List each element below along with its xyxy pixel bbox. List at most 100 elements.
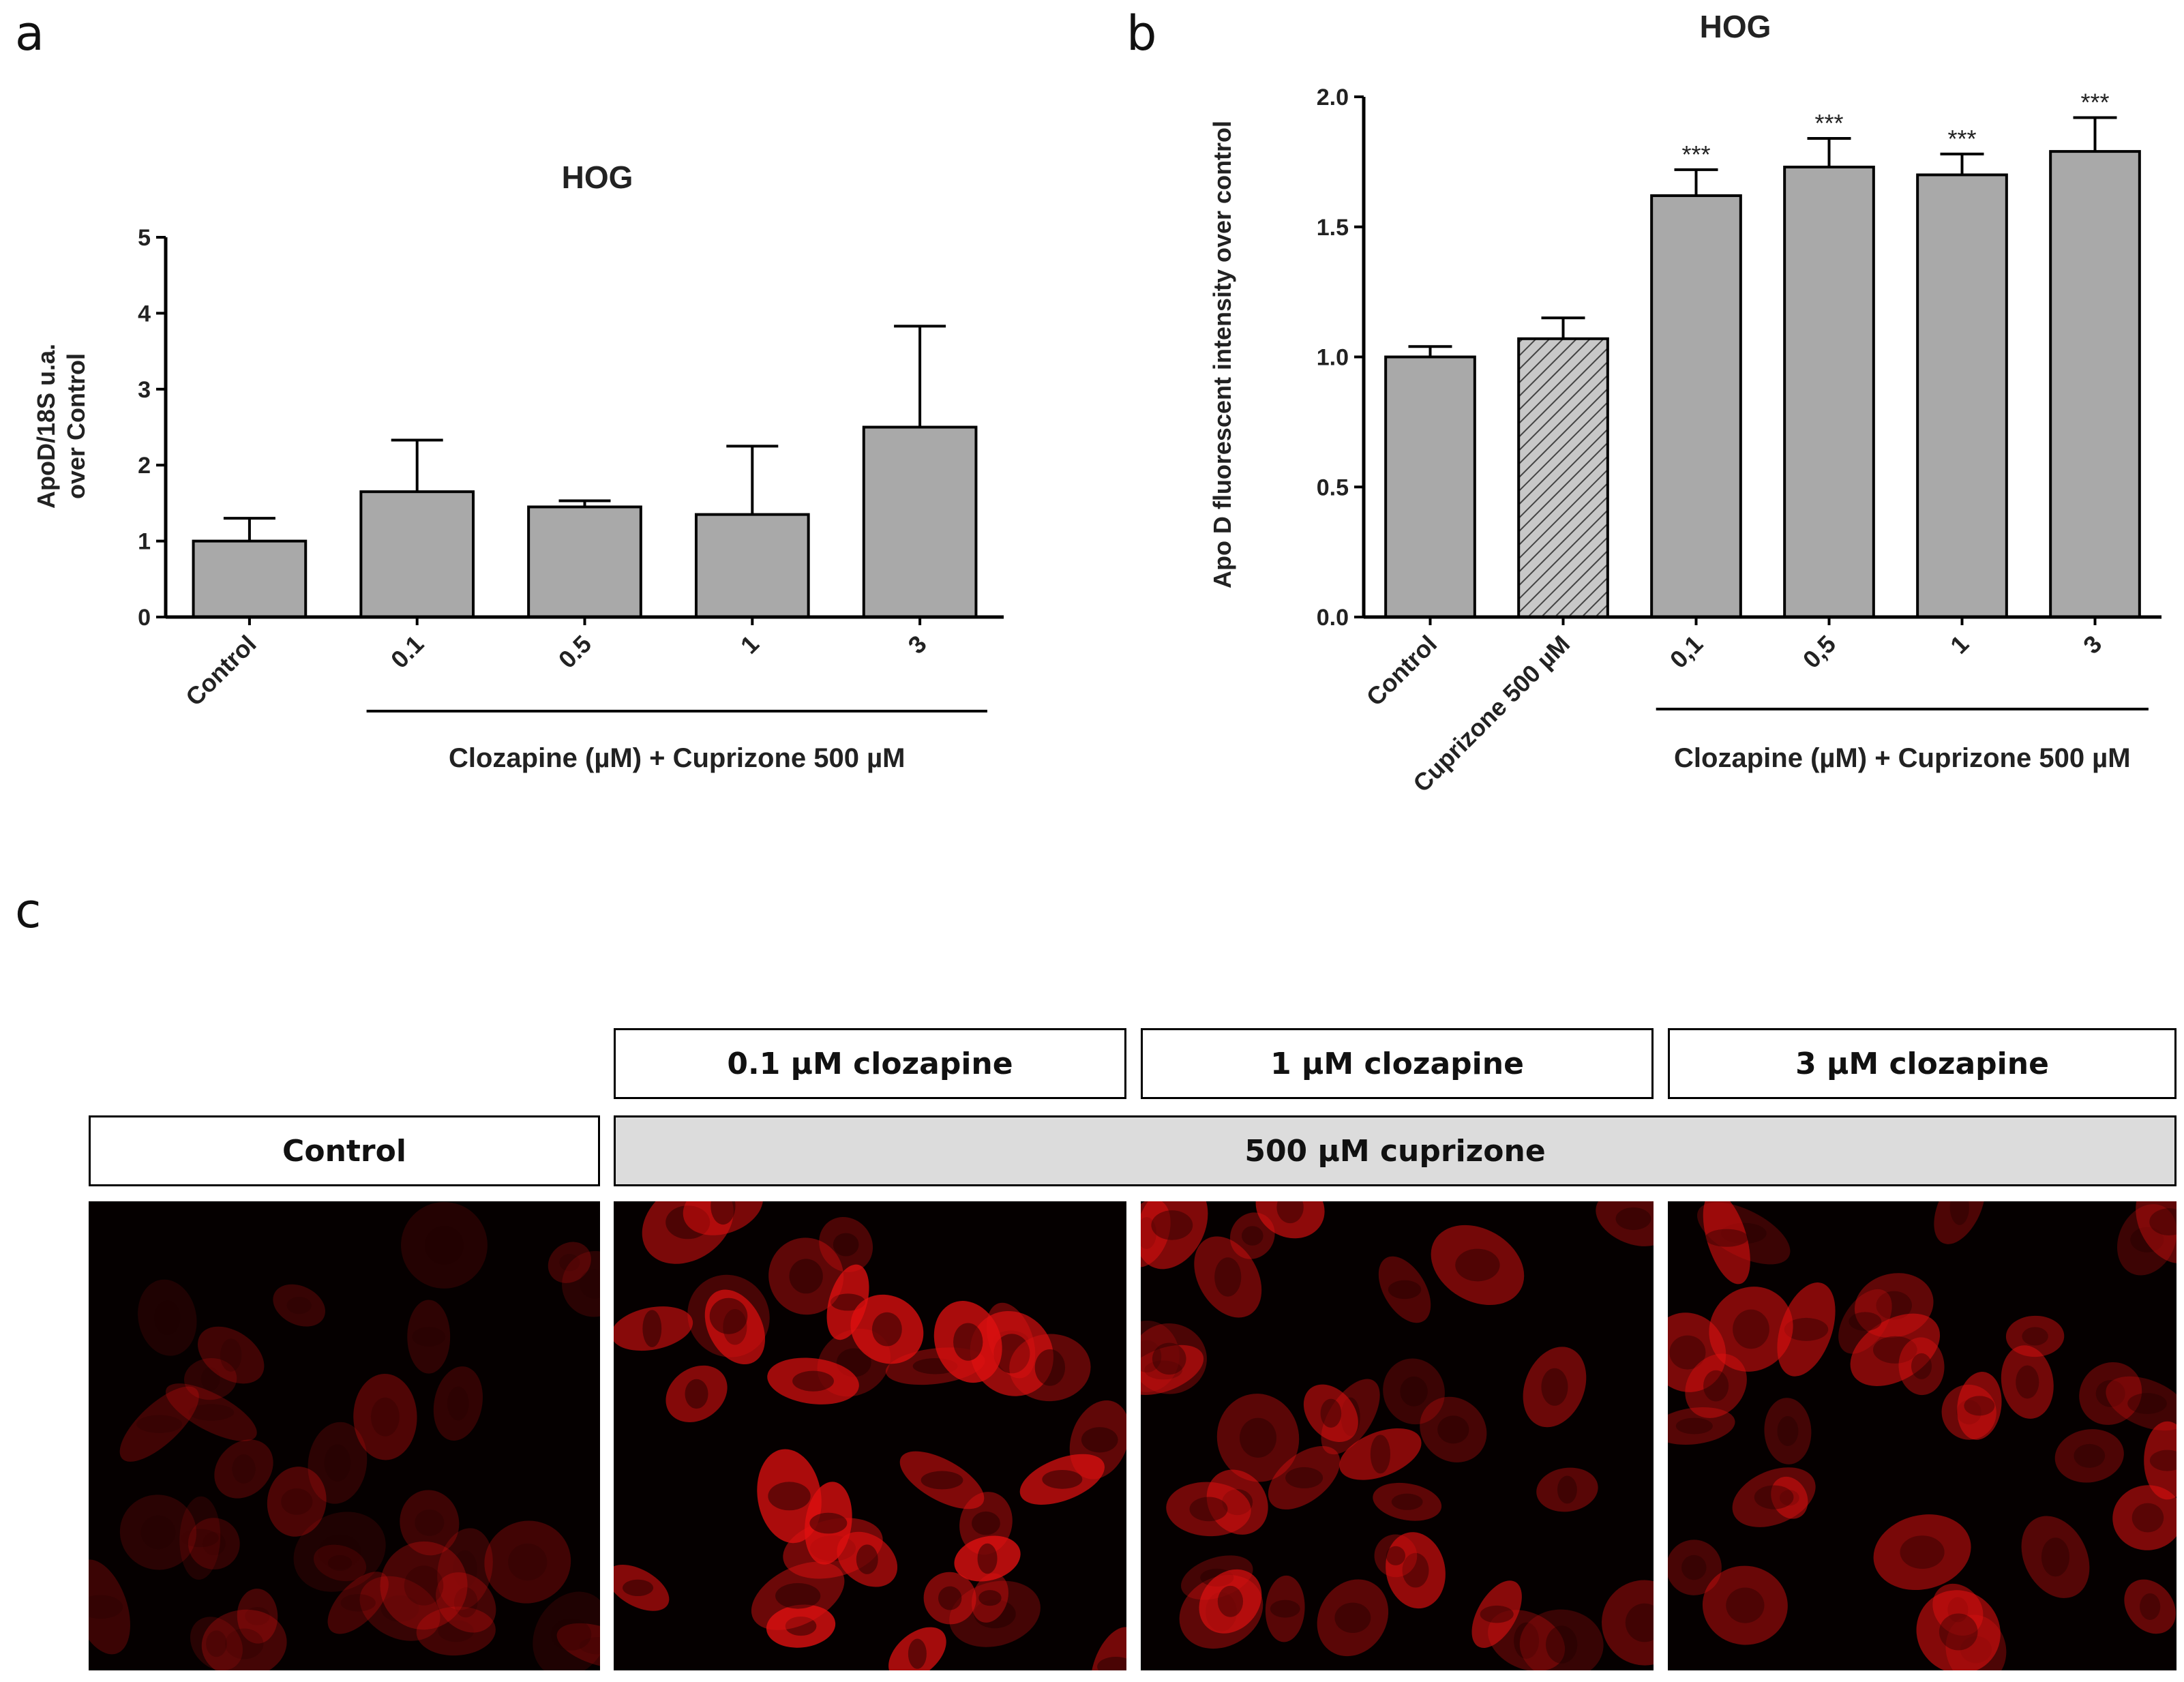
y-axis-label: Apo D fluorescent intensity over control [1208,121,1236,588]
bar-control [1384,355,1476,618]
cell [2116,1204,2176,1276]
cell-nucleus [1285,1467,1323,1489]
label-control: Control [89,1115,600,1186]
cell-nucleus [1849,1312,1882,1332]
cell-nucleus [206,1630,227,1657]
cell-nucleus [181,1529,219,1548]
cell-nucleus [709,1297,748,1334]
cell [2001,1345,2054,1419]
cell-nucleus [1873,1336,1917,1364]
cell-nucleus [856,1544,878,1574]
cell-nucleus [1949,1201,1969,1225]
cell [1431,1225,1525,1306]
cell [353,1373,417,1460]
cell-nucleus [89,1595,123,1619]
cell [190,1617,243,1670]
label-0-1-um-clozapine: 0.1 µM clozapine [614,1028,1126,1099]
cell-nucleus [1669,1335,1706,1370]
significance-1: *** [1947,125,1976,153]
cell-nucleus [424,1225,464,1265]
cell [201,1609,287,1670]
cell [1386,1532,1446,1609]
cell-nucleus [1546,1625,1578,1664]
cell-nucleus [1784,1317,1829,1341]
cell-nucleus [2022,1327,2048,1346]
cell [1519,1609,1604,1670]
label-1-um-clozapine: 1 µM clozapine [1141,1028,1654,1099]
cell-nucleus [1681,1555,1707,1580]
cell-nucleus [1911,1353,1932,1379]
cell-nucleus [1455,1248,1500,1282]
cell [380,1541,468,1630]
bar-0-5 [527,505,642,618]
cell [407,1300,451,1374]
cell [293,1512,386,1592]
cell [2054,1429,2124,1483]
cell-nucleus [415,1509,445,1536]
cell-nucleus [327,1555,353,1571]
cell [2112,1485,2176,1550]
cell-nucleus [1402,1552,1429,1588]
cell [1255,1201,1325,1239]
cell-nucleus [710,1201,736,1225]
cell-nucleus [938,1586,962,1610]
cell [1703,1201,1750,1285]
cell [308,1422,368,1504]
cell [2021,1516,2090,1598]
y-tick-label-0-0: 0.0 [1317,605,1349,631]
cell-nucleus [830,1293,866,1311]
cell [237,1589,278,1644]
cell [1339,1428,1422,1480]
cell-nucleus [2041,1537,2070,1577]
cell-nucleus [2127,1393,2167,1414]
cell [1141,1323,1207,1394]
cell-nucleus [1625,1603,1654,1642]
y-tick-label-0-5: 0.5 [1317,475,1349,500]
cell-nucleus [977,1543,998,1574]
cell-nucleus [1151,1210,1193,1240]
cell [184,1357,237,1400]
cell-nucleus [1754,1485,1794,1510]
cell [214,1439,273,1499]
cell [179,1496,221,1580]
cell-nucleus [768,1482,811,1511]
cell [1873,1514,1971,1591]
cell-nucleus [1675,1417,1713,1435]
cell [327,1572,389,1634]
cell-nucleus [580,1269,600,1299]
cell-nucleus [974,1600,1016,1629]
cell [1317,1579,1389,1657]
cell-nucleus [1276,1201,1304,1224]
cell-nucleus [921,1471,963,1490]
cell-nucleus [833,1233,859,1257]
cell-nucleus [1777,1416,1799,1446]
cell-nucleus [1964,1396,1995,1416]
x-tick-label-0-5: 0.5 [553,630,597,674]
cell [1898,1337,1945,1396]
cell-layer [1668,1201,2176,1670]
cell [1668,1312,1726,1392]
chart-title: HOG [1700,9,1771,44]
cell-nucleus [200,1367,220,1391]
cell [437,1528,493,1610]
cell-nucleus [871,1312,902,1347]
x-tick-label-control: Control [1361,630,1442,711]
cell-nucleus [908,1638,927,1669]
x-tick-label-1: 1 [1945,630,1974,659]
cell-nucleus [809,1512,848,1534]
bar-cuprizone-500-m [1517,337,1609,618]
cell-nucleus [1152,1342,1186,1375]
cell [1536,1467,1598,1512]
cell-nucleus [559,1254,580,1272]
cell [1764,1398,1812,1465]
cell-nucleus [2095,1380,2125,1407]
cell [548,1242,591,1283]
cell [416,1606,496,1656]
micrograph-3-um-clozapine [1668,1201,2176,1670]
cell-nucleus [978,1590,1002,1606]
y-tick-label-4: 4 [138,301,151,327]
cell-nucleus [1615,1207,1651,1231]
cell [1216,1394,1300,1482]
cell-nucleus [1334,1602,1371,1634]
cell-nucleus [188,1404,235,1421]
